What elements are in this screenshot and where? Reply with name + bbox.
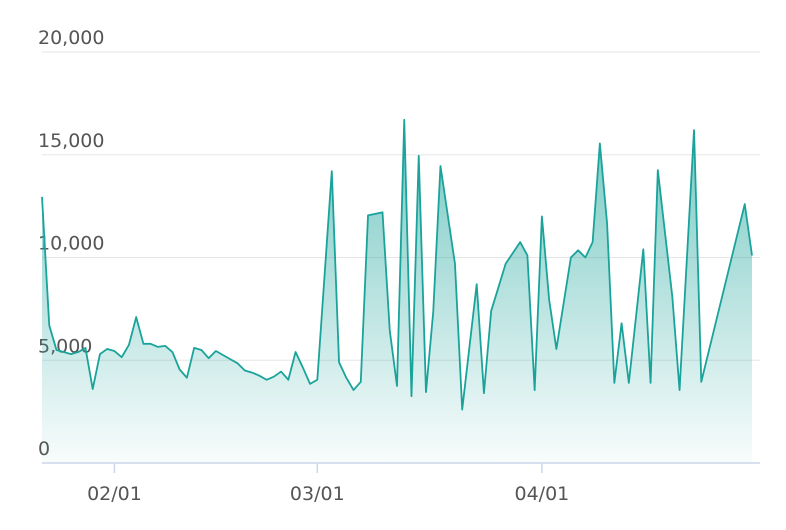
x-tick-label: 03/01 [290, 483, 345, 505]
area-fill [42, 119, 752, 463]
x-tick-label: 04/01 [515, 483, 570, 505]
y-tick-label: 15,000 [38, 130, 104, 152]
line [41, 118, 753, 411]
y-tick-label: 10,000 [38, 233, 104, 255]
x-tick-label: 02/01 [87, 483, 142, 505]
y-tick-label: 20,000 [38, 27, 104, 49]
